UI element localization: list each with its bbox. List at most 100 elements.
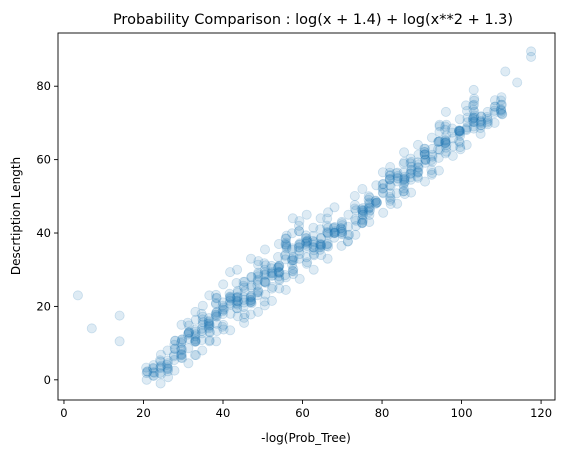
data-point: [482, 106, 493, 117]
data-point: [252, 306, 263, 317]
data-point: [454, 128, 465, 139]
data-point: [294, 273, 305, 284]
data-point: [176, 349, 187, 360]
data-point: [281, 239, 292, 250]
data-point: [309, 236, 320, 247]
data-point: [399, 176, 410, 187]
data-point: [426, 154, 437, 165]
data-point: [253, 269, 264, 280]
data-point: [141, 362, 152, 373]
data-point: [281, 243, 292, 254]
data-point: [399, 171, 410, 182]
data-point: [433, 165, 444, 176]
data-point: [406, 187, 417, 198]
data-point: [343, 221, 354, 232]
data-point: [482, 117, 493, 128]
data-point: [211, 307, 222, 318]
data-point: [329, 222, 340, 233]
data-point: [273, 261, 284, 272]
data-point: [266, 268, 277, 279]
data-point: [293, 220, 304, 231]
data-point: [419, 149, 430, 160]
data-point: [288, 255, 299, 266]
data-point: [114, 310, 125, 321]
data-point: [434, 119, 445, 130]
data-point: [433, 144, 444, 155]
data-point: [252, 287, 263, 298]
data-point: [184, 333, 195, 344]
data-point: [239, 282, 250, 293]
data-point: [280, 284, 291, 295]
data-point: [350, 205, 361, 216]
data-point: [280, 233, 291, 244]
data-point: [218, 279, 229, 290]
data-point: [154, 367, 165, 378]
data-point: [217, 300, 228, 311]
data-point: [114, 336, 125, 347]
data-point: [350, 214, 361, 225]
data-point: [245, 296, 256, 307]
data-point: [322, 222, 333, 233]
data-point: [526, 51, 537, 62]
data-point: [183, 343, 194, 354]
data-point: [434, 136, 445, 147]
data-point: [260, 277, 271, 288]
data-point: [413, 149, 424, 160]
data-point: [329, 226, 340, 237]
data-point: [322, 253, 333, 264]
data-point: [462, 112, 473, 123]
data-point: [301, 233, 312, 244]
data-point: [350, 229, 361, 240]
data-point: [239, 309, 250, 320]
data-point: [246, 298, 257, 309]
data-point: [203, 318, 214, 329]
data-point: [260, 276, 271, 287]
data-point: [253, 285, 264, 296]
data-point: [322, 228, 333, 239]
data-point: [420, 155, 431, 166]
data-point: [197, 317, 208, 328]
data-point: [253, 256, 264, 267]
data-point: [301, 237, 312, 248]
data-point: [148, 360, 159, 371]
data-point: [454, 126, 465, 137]
data-point: [155, 356, 166, 367]
data-point: [232, 292, 243, 303]
data-point: [267, 266, 278, 277]
data-point: [217, 306, 228, 317]
x-tick-label: 120: [530, 406, 552, 420]
data-point: [293, 242, 304, 253]
data-point: [399, 174, 410, 185]
data-point: [370, 196, 381, 207]
data-point: [462, 117, 473, 128]
data-point: [301, 242, 312, 253]
data-point: [378, 207, 389, 218]
data-point: [406, 156, 417, 167]
data-point: [364, 216, 375, 227]
data-point: [245, 291, 256, 302]
data-point: [266, 295, 277, 306]
data-point: [301, 258, 312, 269]
x-axis-label: -log(Prob_Tree): [261, 431, 351, 445]
y-tick-label: 0: [44, 373, 51, 387]
data-point: [225, 292, 236, 303]
data-point: [406, 161, 417, 172]
data-point: [497, 109, 508, 120]
data-point: [399, 156, 410, 167]
data-point: [224, 295, 235, 306]
data-point: [273, 238, 284, 249]
data-point: [210, 297, 221, 308]
data-point: [280, 233, 291, 244]
data-point: [245, 290, 256, 301]
data-point: [364, 209, 375, 220]
data-point: [183, 320, 194, 331]
data-point: [231, 295, 242, 306]
data-point: [357, 217, 368, 228]
data-point: [280, 272, 291, 283]
data-point: [288, 263, 299, 274]
data-point: [398, 174, 409, 185]
data-point: [412, 157, 423, 168]
data-point: [468, 113, 479, 124]
data-point: [308, 264, 319, 275]
data-point: [162, 366, 173, 377]
